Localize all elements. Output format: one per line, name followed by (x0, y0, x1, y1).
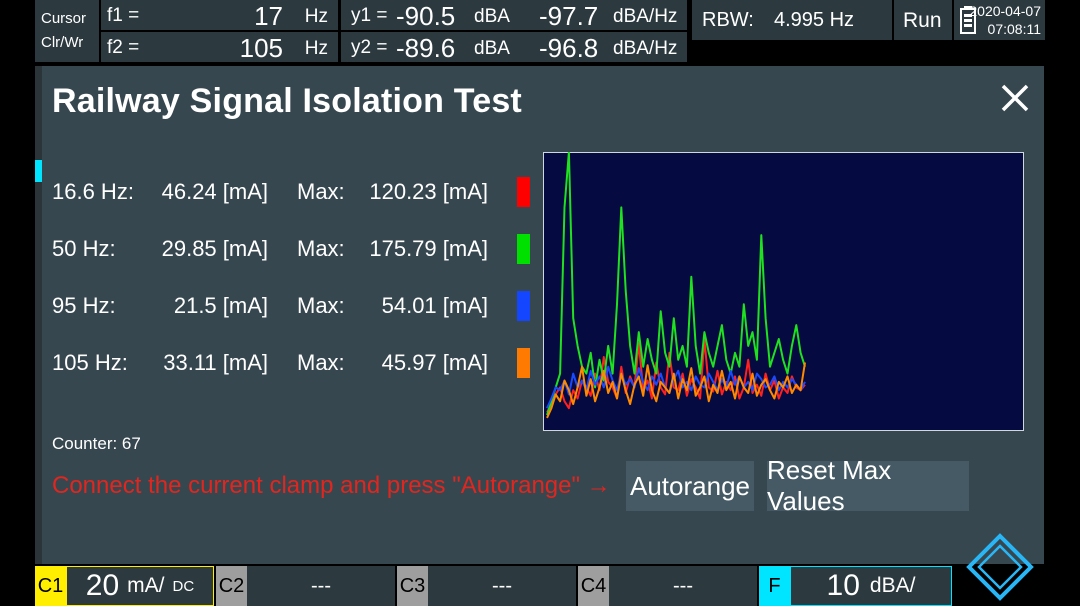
row-frequency: 50 Hz: (52, 236, 116, 261)
row-current-value: 33.11 [mA] (163, 350, 268, 375)
channel-c4-scale[interactable]: --- (609, 566, 757, 606)
y2-label: y2 = (351, 37, 388, 58)
series-line-3 (546, 362, 806, 419)
measurement-row: 16.6 Hz: 46.24 [mA] Max: 120.23 [mA] (42, 173, 530, 213)
f-scale-unit: dBA/ (869, 574, 916, 597)
y1-unit: dBA (474, 6, 510, 27)
dialog-title: Railway Signal Isolation Test (52, 82, 522, 120)
y2-unit: dBA (474, 38, 510, 59)
bottom-channel-bar: C1 20 mA/ DC C2 --- C3 --- C4 --- F 10 d… (35, 566, 1045, 606)
row-color-swatch (517, 348, 530, 378)
row-frequency: 105 Hz: (52, 350, 128, 375)
f1-readout[interactable]: f1 = 17 Hz (101, 0, 338, 31)
row-max-value: 54.01 [mA] (381, 293, 488, 318)
rs-logo-icon[interactable] (965, 532, 1035, 602)
y2-readout[interactable]: y2 = -89.6 dBA -96.8 dBA/Hz (341, 32, 687, 63)
row-current-value: 46.24 [mA] (161, 179, 268, 204)
channel-c1-scale[interactable]: 20 mA/ DC (66, 566, 214, 606)
rbw-value: 4.995 Hz (774, 9, 855, 31)
time-text: 07:08:11 (987, 21, 1041, 37)
autorange-button[interactable]: Autorange (626, 461, 754, 511)
f1-unit: Hz (304, 6, 328, 27)
y2-value: -89.6 (396, 33, 456, 63)
datetime-box: 2020-04-07 07:08:11 (954, 0, 1045, 40)
f2-unit: Hz (304, 38, 328, 59)
channel-c3-label[interactable]: C3 (397, 566, 428, 606)
c1-coupling: DC (172, 577, 195, 595)
y2-density-unit: dBA/Hz (613, 38, 678, 59)
f1-label: f1 = (107, 5, 140, 26)
channel-c4-label[interactable]: C4 (578, 566, 609, 606)
channel-f-label[interactable]: F (759, 566, 790, 606)
left-side-strip (35, 66, 42, 564)
rbw-label: RBW: (702, 9, 754, 31)
run-status-button[interactable]: Run (894, 0, 952, 40)
measurement-row: 50 Hz: 29.85 [mA] Max: 175.79 [mA] (42, 230, 530, 270)
channel-c2-label[interactable]: C2 (216, 566, 247, 606)
series-line-1 (546, 152, 806, 416)
current-spectrum-chart (543, 152, 1024, 431)
f2-value: 105 (239, 33, 283, 63)
run-label: Run (903, 9, 942, 32)
y1-density-unit: dBA/Hz (613, 6, 678, 27)
row-max-value: 175.79 [mA] (369, 236, 488, 261)
measurement-row: 105 Hz: 33.11 [mA] Max: 45.97 [mA] (42, 344, 530, 384)
date-text: 2020-04-07 (969, 3, 1041, 19)
cursor-mode-box[interactable]: Cursor Clr/Wr (35, 0, 99, 62)
battery-icon (960, 6, 976, 34)
rbw-readout[interactable]: RBW: 4.995 Hz (692, 0, 892, 40)
f1-value: 17 (254, 1, 283, 31)
channel-f-scale[interactable]: 10 dBA/ (790, 566, 952, 606)
y1-readout[interactable]: y1 = -90.5 dBA -97.7 dBA/Hz (341, 0, 687, 31)
close-icon[interactable] (997, 80, 1033, 116)
clrwr-label: Clr/Wr (41, 34, 84, 51)
top-status-bar: Cursor Clr/Wr f1 = 17 Hz f2 = 105 Hz y1 … (35, 0, 1045, 63)
series-line-2 (546, 365, 806, 409)
row-max-value: 45.97 [mA] (381, 350, 488, 375)
channel-c1-label[interactable]: C1 (35, 566, 66, 606)
row-max-label: Max: (297, 293, 345, 318)
row-max-label: Max: (297, 350, 345, 375)
instruction-message: Connect the current clamp and press "Aut… (52, 472, 611, 499)
row-max-label: Max: (297, 179, 345, 204)
y1-density-value: -97.7 (539, 1, 599, 31)
y1-label: y1 = (351, 5, 388, 26)
c1-scale-unit: mA/ (127, 574, 165, 597)
channel-c3-scale[interactable]: --- (428, 566, 576, 606)
row-color-swatch (517, 291, 530, 321)
row-max-value: 120.23 [mA] (369, 179, 488, 204)
measurement-row: 95 Hz: 21.5 [mA] Max: 54.01 [mA] (42, 287, 530, 327)
row-max-label: Max: (297, 236, 345, 261)
c1-scale-value: 20 (85, 569, 120, 602)
isolation-test-dialog: Railway Signal Isolation Test 16.6 Hz: 46… (42, 66, 1044, 564)
row-frequency: 95 Hz: (52, 293, 116, 318)
row-color-swatch (517, 234, 530, 264)
row-current-value: 21.5 [mA] (173, 293, 268, 318)
row-color-swatch (517, 177, 530, 207)
y1-value: -90.5 (396, 1, 456, 31)
channel-c2-scale[interactable]: --- (247, 566, 395, 606)
row-frequency: 16.6 Hz: (52, 179, 134, 204)
f2-readout[interactable]: f2 = 105 Hz (101, 32, 338, 63)
reset-max-values-button[interactable]: Reset Max Values (767, 455, 969, 516)
counter-text: Counter: 67 (52, 434, 141, 453)
cursor-label: Cursor (41, 10, 87, 27)
row-current-value: 29.85 [mA] (161, 236, 268, 261)
channel-marker[interactable] (35, 160, 42, 182)
f2-label: f2 = (107, 37, 140, 58)
f-scale-value: 10 (826, 569, 860, 602)
y2-density-value: -96.8 (539, 33, 599, 63)
